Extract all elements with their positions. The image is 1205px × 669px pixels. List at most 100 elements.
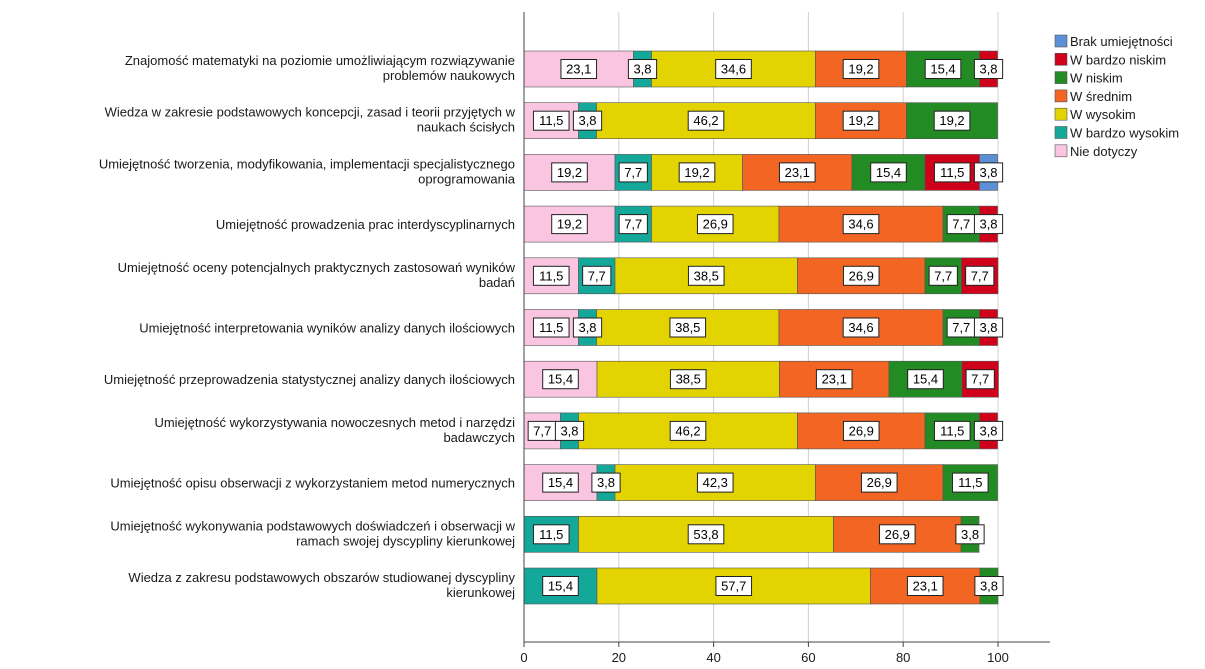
- data-label: 46,2: [675, 423, 700, 438]
- data-label-box: [965, 369, 995, 390]
- legend-swatch: [1054, 71, 1068, 84]
- data-label: 3,8: [578, 320, 596, 335]
- legend-swatch: [1054, 144, 1068, 158]
- data-label-box: [842, 420, 880, 441]
- data-label-box: [974, 576, 1004, 596]
- data-label-box: [933, 110, 971, 131]
- data-label-box: [842, 265, 880, 286]
- data-label: 34,6: [848, 217, 873, 232]
- legend-label: Brak umiejętności: [1070, 34, 1173, 49]
- data-label: 46,2: [693, 113, 718, 128]
- data-label: 57,7: [721, 579, 746, 594]
- data-label: 19,2: [684, 165, 709, 180]
- data-label: 38,5: [675, 320, 700, 335]
- data-label: 11,5: [940, 165, 964, 180]
- category-label: Umiejętność oceny potencjalnych praktycz…: [118, 260, 516, 275]
- data-label: 7,7: [971, 268, 989, 283]
- data-label: 11,5: [539, 527, 563, 542]
- data-label-box: [973, 420, 1004, 441]
- data-label-box: [591, 472, 621, 493]
- category-label: Umiejętność wykonywania podstawowych doś…: [110, 518, 515, 533]
- data-label: 7,7: [588, 268, 606, 283]
- x-tick-label: 100: [987, 650, 1009, 664]
- data-label: 3,8: [578, 113, 596, 128]
- category-label: ramach swojej dyscypliny kierunkowej: [296, 533, 515, 548]
- data-label: 3,8: [961, 527, 979, 542]
- data-label: 11,5: [958, 475, 982, 490]
- category-label: kierunkowej: [446, 585, 515, 600]
- data-label-box: [696, 472, 734, 493]
- data-label-box: [906, 576, 944, 596]
- category-label: Umiejętność prowadzenia prac interdyscyp…: [216, 217, 515, 232]
- data-label-box: [955, 524, 985, 545]
- data-label: 3,8: [980, 579, 998, 594]
- data-label: 34,6: [721, 62, 746, 77]
- data-label: 19,2: [848, 113, 873, 128]
- data-label: 26,9: [703, 217, 728, 232]
- data-label: 23,1: [785, 165, 810, 180]
- data-label: 3,8: [597, 475, 615, 490]
- data-label: 7,7: [971, 372, 989, 387]
- data-label-box: [687, 110, 725, 131]
- legend-label: W niskim: [1070, 71, 1123, 86]
- legend-label: W bardzo niskim: [1070, 52, 1166, 67]
- legend-swatch: [1054, 52, 1068, 66]
- data-label-box: [715, 59, 752, 79]
- data-label-box: [715, 576, 753, 596]
- data-label-box: [842, 214, 880, 235]
- data-label-box: [842, 59, 880, 79]
- data-label: 3,8: [979, 217, 997, 232]
- data-label-box: [582, 265, 612, 286]
- data-label: 23,1: [566, 62, 591, 77]
- data-label-box: [669, 420, 707, 441]
- category-label: Wiedza z zakresu podstawowych obszarów s…: [128, 570, 515, 585]
- data-label: 11,5: [940, 423, 964, 438]
- data-label-box: [973, 317, 1004, 338]
- data-label: 15,4: [913, 372, 938, 387]
- legend-label: W bardzo wysokim: [1070, 126, 1179, 141]
- x-tick-label: 40: [706, 650, 720, 664]
- data-label: 42,3: [703, 475, 728, 490]
- data-label: 19,2: [848, 62, 873, 77]
- data-label: 15,4: [548, 372, 573, 387]
- data-label: 3,8: [979, 423, 997, 438]
- category-label: badań: [479, 275, 515, 290]
- data-label-box: [907, 369, 944, 390]
- category-label: naukach ścisłych: [417, 120, 515, 135]
- data-label: 11,5: [539, 113, 563, 128]
- data-label-box: [560, 59, 598, 79]
- legend-swatch: [1054, 107, 1068, 121]
- data-label: 7,7: [952, 320, 970, 335]
- legend-label: W wysokim: [1070, 107, 1136, 122]
- category-label: Umiejętność przeprowadzenia statystyczne…: [104, 372, 515, 387]
- data-label: 26,9: [885, 527, 910, 542]
- data-label-box: [551, 214, 588, 235]
- x-tick-label: 60: [801, 650, 815, 664]
- data-label: 19,2: [939, 113, 964, 128]
- data-label-box: [532, 524, 570, 545]
- data-label-box: [532, 317, 570, 338]
- data-label-box: [870, 162, 907, 183]
- data-label: 15,4: [876, 165, 901, 180]
- data-label: 53,8: [693, 527, 718, 542]
- data-label: 15,4: [930, 62, 955, 77]
- category-label: Wiedza w zakresie podstawowych koncepcji…: [105, 105, 516, 120]
- data-label-box: [542, 369, 579, 390]
- data-label-box: [532, 265, 570, 286]
- category-label: badawczych: [443, 430, 515, 445]
- data-label-box: [687, 524, 725, 545]
- data-label-box: [627, 59, 658, 79]
- data-label: 34,6: [848, 320, 873, 335]
- legend-swatch: [1054, 126, 1068, 139]
- category-label: Znajomość matematyki na poziomie umożliw…: [125, 53, 515, 68]
- data-label-box: [973, 59, 1004, 79]
- data-label-box: [572, 317, 603, 338]
- data-label-box: [878, 524, 916, 545]
- data-label: 19,2: [557, 165, 582, 180]
- data-label-box: [687, 265, 725, 286]
- data-label-box: [928, 265, 958, 286]
- data-label: 15,4: [548, 475, 573, 490]
- data-label: 3,8: [979, 320, 997, 335]
